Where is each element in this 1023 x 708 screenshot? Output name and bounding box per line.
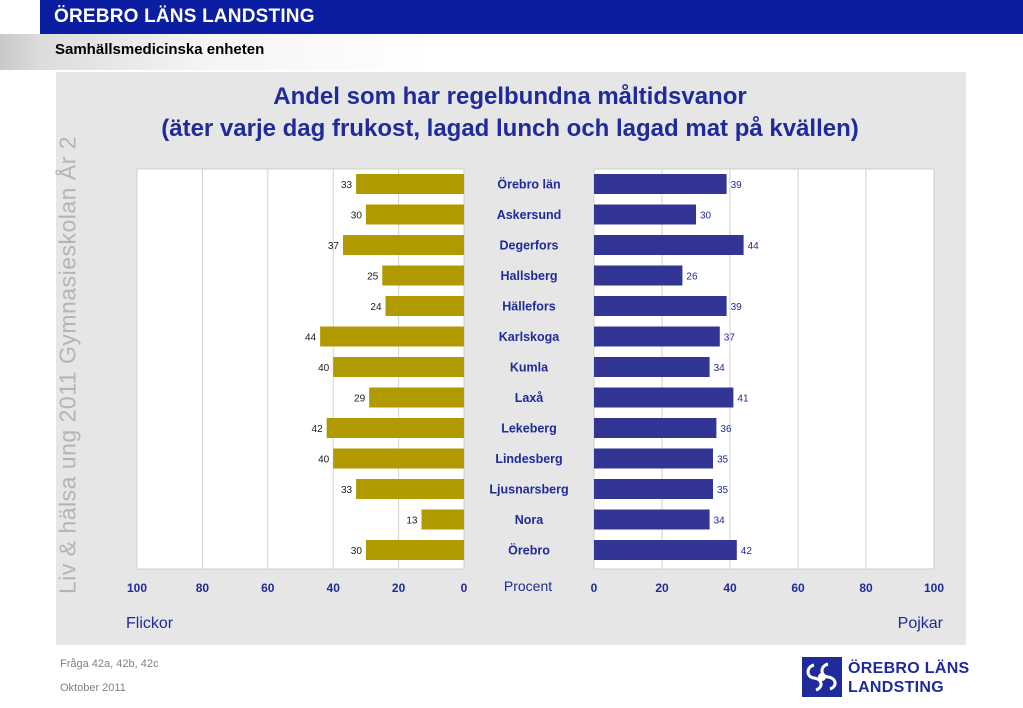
category-label: Nora [515, 513, 545, 527]
series-label-flickor: Flickor [126, 615, 174, 632]
org-title: ÖREBRO LÄNS LANDSTING [54, 6, 315, 27]
left-tick-label: 40 [327, 581, 341, 595]
data-label-flickor: 13 [406, 516, 418, 527]
category-label: Hällefors [502, 300, 556, 314]
data-label-flickor: 30 [351, 211, 363, 222]
bar-pojkar [594, 326, 720, 347]
right-tick-label: 60 [791, 581, 805, 595]
unit-title: Samhällsmedicinska enheten [55, 41, 265, 58]
top-bar: ÖREBRO LÄNS LANDSTING [0, 0, 1023, 34]
left-tick-label: 80 [196, 581, 210, 595]
logo-line-2: LANDSTING [848, 679, 945, 696]
data-label-pojkar: 44 [748, 241, 760, 252]
bar-pojkar [594, 174, 727, 194]
bar-pojkar [594, 509, 710, 530]
data-label-pojkar: 41 [737, 394, 749, 405]
right-tick-label: 100 [924, 581, 944, 595]
right-tick-label: 80 [859, 581, 873, 595]
bar-flickor [365, 540, 464, 560]
chart-title: Andel som har regelbundna måltidsvanor [273, 83, 747, 110]
logo-line-1: ÖREBRO LÄNS [848, 660, 970, 677]
bar-pojkar [594, 540, 737, 560]
bar-flickor [320, 326, 464, 347]
bar-flickor [356, 174, 464, 194]
category-label: Laxå [515, 391, 544, 405]
data-label-pojkar: 35 [717, 485, 729, 496]
bar-pojkar [594, 265, 683, 286]
data-label-pojkar: 35 [717, 455, 729, 466]
category-label: Örebro län [497, 177, 560, 192]
data-label-pojkar: 42 [741, 546, 753, 557]
data-label-flickor: 40 [318, 363, 330, 374]
bar-flickor [333, 448, 464, 469]
bar-pojkar [594, 235, 744, 255]
data-label-flickor: 44 [305, 333, 317, 344]
question-reference: Fråga 42a, 42b, 42c [60, 658, 159, 670]
category-label: Lindesberg [495, 452, 562, 466]
bar-flickor [326, 418, 464, 438]
data-label-pojkar: 36 [720, 424, 732, 435]
left-tick-label: 60 [261, 581, 275, 595]
data-label-flickor: 24 [370, 302, 382, 313]
category-label: Askersund [497, 208, 562, 222]
org-banner: ÖREBRO LÄNS LANDSTING [40, 0, 1023, 34]
landsting-logo-icon [802, 657, 842, 697]
data-label-flickor: 40 [318, 455, 330, 466]
bar-flickor [333, 357, 464, 377]
data-label-pojkar: 37 [724, 333, 736, 344]
bar-pojkar [594, 479, 713, 499]
series-label-pojkar: Pojkar [898, 615, 944, 632]
data-label-flickor: 25 [367, 272, 379, 283]
bar-pojkar [594, 357, 710, 377]
data-label-flickor: 33 [341, 180, 353, 191]
category-label: Karlskoga [499, 330, 560, 344]
bar-pojkar [594, 448, 713, 469]
category-label: Degerfors [499, 239, 558, 253]
category-label: Örebro [508, 543, 550, 558]
category-label: Lekeberg [501, 422, 557, 436]
data-label-pojkar: 39 [731, 180, 743, 191]
report-date: Oktober 2011 [60, 682, 126, 694]
bar-flickor [369, 387, 464, 408]
data-label-pojkar: 39 [731, 302, 743, 313]
bar-flickor [343, 235, 464, 255]
data-label-flickor: 37 [328, 241, 340, 252]
bar-pojkar [594, 204, 696, 225]
bar-flickor [365, 204, 464, 225]
bar-flickor [385, 296, 464, 316]
data-label-pojkar: 30 [700, 211, 712, 222]
data-label-pojkar: 34 [714, 363, 726, 374]
bar-pojkar [594, 418, 717, 438]
bar-pojkar [594, 387, 734, 408]
bar-flickor [382, 265, 464, 286]
bar-pojkar [594, 296, 727, 316]
category-label: Ljusnarsberg [489, 483, 568, 497]
data-label-flickor: 42 [312, 424, 324, 435]
data-label-flickor: 30 [351, 546, 363, 557]
chart-subtitle: (äter varje dag frukost, lagad lunch och… [161, 115, 859, 142]
data-label-flickor: 29 [354, 394, 366, 405]
left-tick-label: 100 [127, 581, 147, 595]
data-label-flickor: 33 [341, 485, 353, 496]
category-label: Kumla [510, 361, 549, 375]
right-tick-label: 20 [655, 581, 669, 595]
sub-bar: Samhällsmedicinska enheten [0, 34, 1023, 70]
left-tick-label: 0 [461, 581, 468, 595]
x-axis-label: Procent [504, 578, 552, 594]
data-label-pojkar: 26 [686, 272, 698, 283]
category-label: Hallsberg [501, 269, 558, 283]
left-tick-label: 20 [392, 581, 406, 595]
data-label-pojkar: 34 [714, 516, 726, 527]
bar-flickor [356, 479, 464, 499]
right-tick-label: 40 [723, 581, 737, 595]
right-tick-label: 0 [591, 581, 598, 595]
bar-flickor [421, 509, 464, 530]
